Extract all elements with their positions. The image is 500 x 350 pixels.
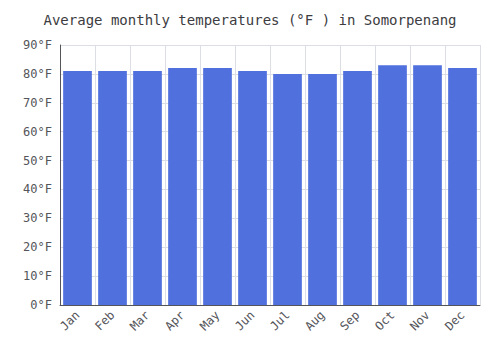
svg-text:Sep: Sep [337, 308, 362, 333]
svg-text:50°F: 50°F [23, 154, 52, 168]
svg-text:40°F: 40°F [23, 182, 52, 196]
svg-text:Jul: Jul [267, 308, 292, 333]
svg-text:Mar: Mar [127, 308, 152, 333]
svg-text:70°F: 70°F [23, 96, 52, 110]
svg-text:Apr: Apr [162, 308, 187, 333]
svg-text:30°F: 30°F [23, 211, 52, 225]
svg-text:90°F: 90°F [23, 38, 52, 52]
svg-text:Aug: Aug [302, 308, 327, 333]
svg-text:Jan: Jan [57, 308, 82, 333]
svg-text:60°F: 60°F [23, 125, 52, 139]
svg-text:10°F: 10°F [23, 269, 52, 283]
svg-text:20°F: 20°F [23, 240, 52, 254]
svg-text:Jun: Jun [232, 308, 257, 333]
svg-text:80°F: 80°F [23, 67, 52, 81]
svg-text:May: May [197, 308, 222, 333]
svg-text:Feb: Feb [92, 308, 117, 333]
svg-text:0°F: 0°F [30, 298, 52, 312]
svg-text:Nov: Nov [407, 308, 432, 333]
svg-text:Oct: Oct [372, 308, 397, 333]
svg-text:Average monthly temperatures (: Average monthly temperatures (°F ) in So… [43, 12, 456, 28]
svg-text:Dec: Dec [442, 308, 467, 333]
